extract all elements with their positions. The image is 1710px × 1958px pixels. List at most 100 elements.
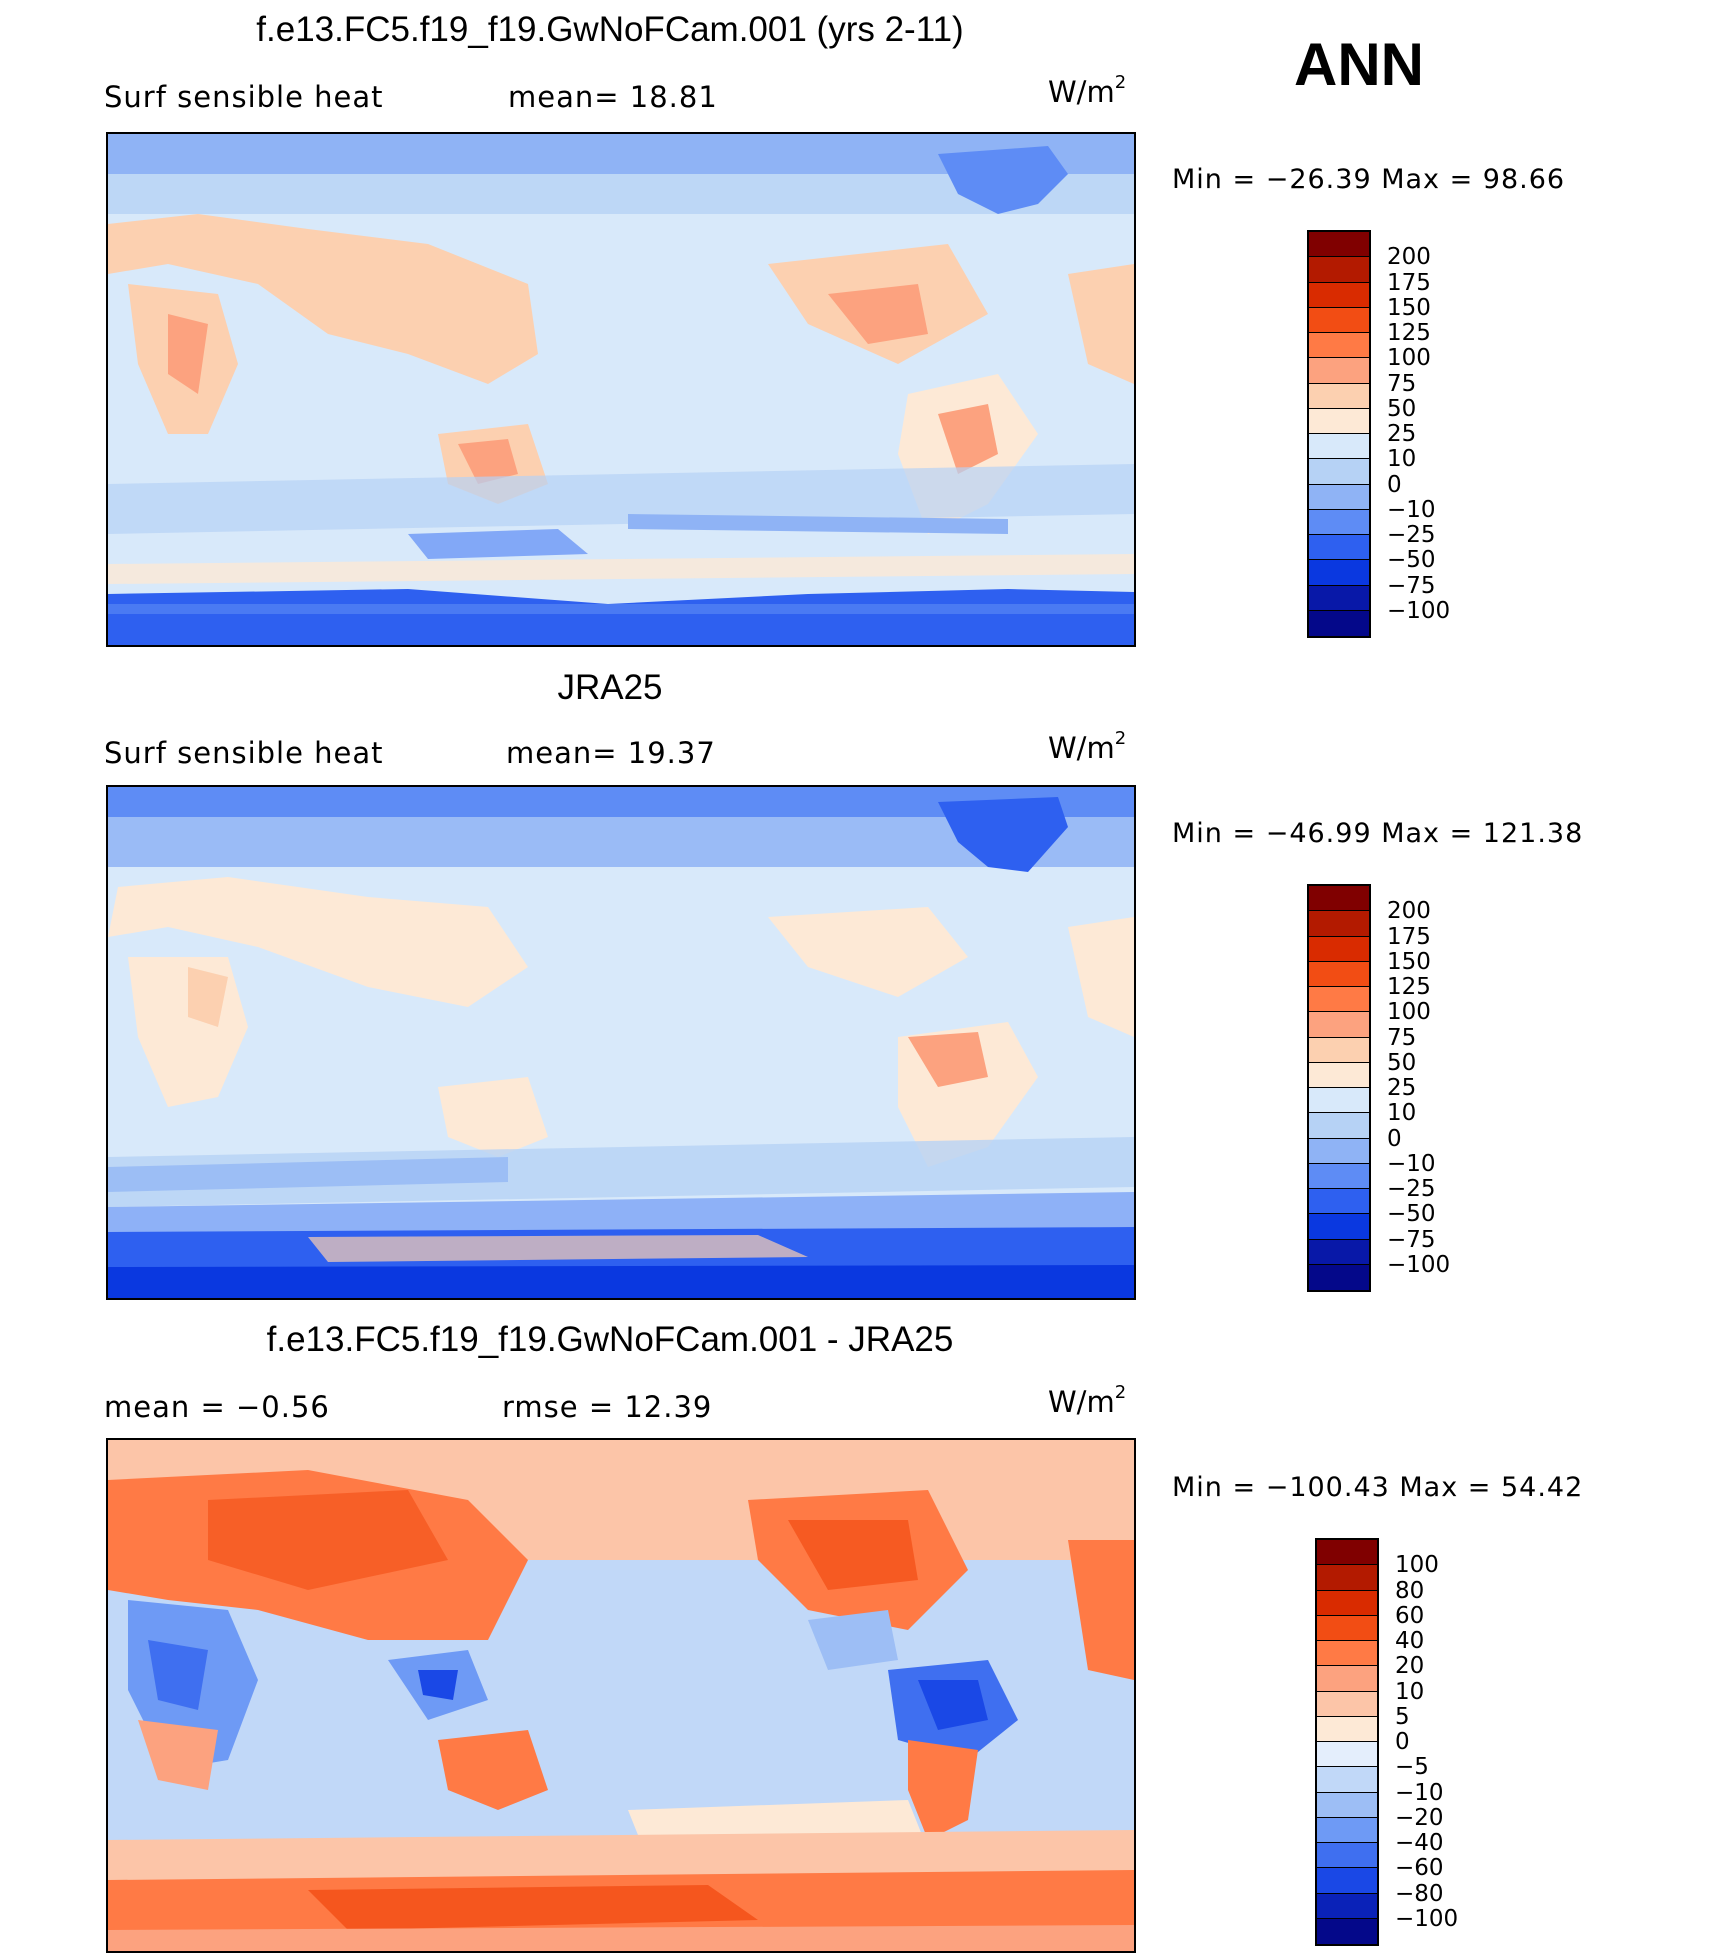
panel3-mean-label: mean = −0.56 — [104, 1390, 330, 1424]
colorbar-swatch — [1309, 1214, 1369, 1240]
colorbar-swatch — [1309, 408, 1369, 434]
colorbar-swatch — [1309, 585, 1369, 611]
colorbar-swatch — [1309, 936, 1369, 962]
colorbar-label: −60 — [1395, 1855, 1444, 1882]
colorbar-label: −25 — [1387, 522, 1436, 548]
colorbar-swatch — [1309, 1189, 1369, 1215]
colorbar-label: 50 — [1387, 395, 1417, 422]
colorbar-label: 10 — [1395, 1678, 1425, 1705]
colorbar-label: 100 — [1395, 1552, 1439, 1579]
colorbar-label: 25 — [1387, 421, 1417, 447]
colorbar-swatch — [1317, 1716, 1377, 1742]
colorbar-swatch — [1309, 358, 1369, 384]
panel3-map — [106, 1438, 1136, 1953]
colorbar-label: 125 — [1387, 320, 1431, 346]
colorbar-swatch — [1309, 484, 1369, 510]
colorbar-swatch — [1309, 1037, 1369, 1063]
colorbar-swatch — [1309, 1138, 1369, 1164]
colorbar-swatch — [1309, 1012, 1369, 1038]
panel3-title: f.e13.FC5.f19_f19.GwNoFCam.001 - JRA25 — [266, 1320, 954, 1359]
colorbar-label: 0 — [1395, 1729, 1410, 1755]
colorbar-label: 5 — [1395, 1703, 1410, 1730]
colorbar-label: −40 — [1395, 1830, 1444, 1856]
colorbar-swatch — [1317, 1792, 1377, 1818]
panel2-map-canvas — [108, 787, 1134, 1298]
panel2-minmax: Min = −46.99 Max = 121.38 — [1172, 818, 1584, 849]
panel1-variable-label: Surf sensible heat — [104, 80, 384, 114]
colorbar-label: 100 — [1387, 999, 1431, 1026]
panel2-mean-label: mean= 19.37 — [506, 736, 716, 770]
colorbar-label: −5 — [1395, 1754, 1429, 1781]
colorbar-label: 60 — [1395, 1602, 1425, 1629]
colorbar-label: −50 — [1387, 547, 1436, 574]
colorbar-label: 75 — [1387, 370, 1417, 397]
colorbar-swatch — [1309, 535, 1369, 561]
panel3-units: W/m2 — [1048, 1382, 1127, 1419]
colorbar-label: −20 — [1395, 1804, 1444, 1831]
colorbar-label: 175 — [1387, 269, 1431, 296]
colorbar-label: −75 — [1387, 1226, 1436, 1253]
colorbar-swatch — [1317, 1666, 1377, 1692]
colorbar-swatch — [1309, 987, 1369, 1013]
colorbar-label: 100 — [1387, 345, 1431, 372]
panel2-variable-label: Surf sensible heat — [104, 736, 384, 770]
colorbar-swatch — [1309, 434, 1369, 460]
colorbar-swatch — [1309, 459, 1369, 485]
panel1-colorbar — [1307, 230, 1371, 638]
colorbar-label: −50 — [1387, 1201, 1436, 1228]
panel2-colorbar — [1307, 884, 1371, 1292]
panel1-title: f.e13.FC5.f19_f19.GwNoFCam.001 (yrs 2-11… — [256, 10, 964, 49]
colorbar-swatch — [1317, 1893, 1377, 1919]
colorbar-swatch — [1317, 1540, 1377, 1566]
colorbar-swatch — [1309, 307, 1369, 333]
colorbar-swatch — [1317, 1817, 1377, 1843]
colorbar-swatch — [1309, 1264, 1369, 1290]
colorbar-label: 75 — [1387, 1024, 1417, 1051]
colorbar-swatch — [1309, 560, 1369, 586]
colorbar-swatch — [1309, 509, 1369, 535]
colorbar-swatch — [1317, 1843, 1377, 1869]
panel3-map-canvas — [108, 1440, 1134, 1951]
colorbar-label: −100 — [1395, 1905, 1459, 1932]
colorbar-swatch — [1309, 961, 1369, 987]
colorbar-label: −75 — [1387, 572, 1436, 599]
colorbar-label: 10 — [1387, 446, 1417, 473]
panel3-rmse-label: rmse = 12.39 — [502, 1390, 713, 1424]
colorbar-label: 50 — [1387, 1049, 1417, 1076]
colorbar-swatch — [1309, 1088, 1369, 1114]
colorbar-label: −10 — [1387, 1150, 1436, 1177]
colorbar-swatch — [1317, 1691, 1377, 1717]
colorbar-label: 0 — [1387, 1125, 1402, 1152]
colorbar-swatch — [1317, 1565, 1377, 1591]
colorbar-label: 150 — [1387, 294, 1431, 321]
season-label: ANN — [1294, 31, 1424, 98]
colorbar-swatch — [1317, 1590, 1377, 1616]
panel1-units: W/m2 — [1048, 72, 1127, 109]
colorbar-label: 25 — [1387, 1075, 1417, 1101]
colorbar-swatch — [1309, 1062, 1369, 1088]
panel3-minmax: Min = −100.43 Max = 54.42 — [1172, 1472, 1584, 1503]
panel3-colorbar — [1315, 1538, 1379, 1946]
panel1-map-canvas — [108, 134, 1134, 645]
colorbar-label: −10 — [1395, 1779, 1444, 1806]
colorbar-swatch — [1309, 911, 1369, 937]
colorbar-label: 40 — [1395, 1628, 1425, 1654]
colorbar-swatch — [1317, 1767, 1377, 1793]
colorbar-swatch — [1317, 1641, 1377, 1667]
colorbar-label: 175 — [1387, 923, 1431, 950]
colorbar-label: −100 — [1387, 597, 1451, 624]
panel2-map — [106, 785, 1136, 1300]
colorbar-label: 150 — [1387, 948, 1431, 975]
colorbar-label: 20 — [1395, 1653, 1425, 1680]
colorbar-swatch — [1309, 257, 1369, 283]
panel2-title: JRA25 — [557, 668, 663, 707]
colorbar-label: −10 — [1387, 496, 1436, 523]
colorbar-label: 80 — [1395, 1577, 1425, 1604]
colorbar-swatch — [1309, 383, 1369, 409]
colorbar-label: −100 — [1387, 1251, 1451, 1278]
colorbar-swatch — [1309, 886, 1369, 912]
colorbar-label: 0 — [1387, 471, 1402, 498]
colorbar-label: 200 — [1387, 898, 1431, 925]
colorbar-swatch — [1309, 333, 1369, 359]
colorbar-swatch — [1317, 1918, 1377, 1944]
